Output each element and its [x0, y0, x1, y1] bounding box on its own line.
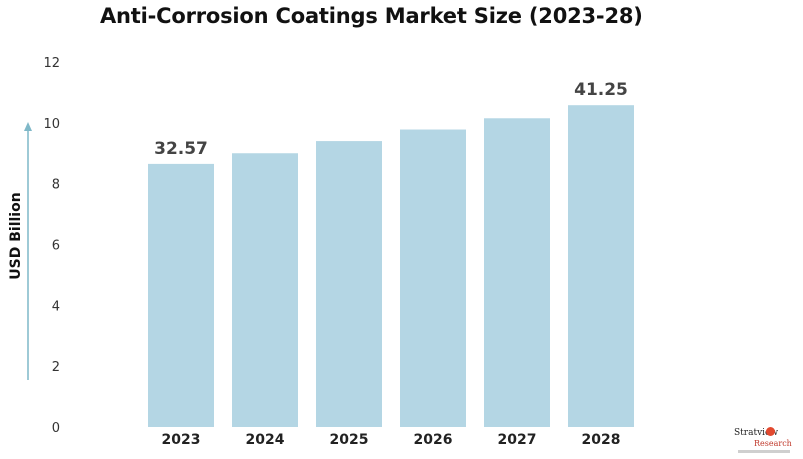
y-tick-label: 0 — [52, 421, 60, 436]
logo-name: Stratview — [734, 428, 779, 438]
bar-data-label: 32.57 — [154, 139, 208, 159]
bar — [568, 105, 634, 428]
y-axis-label: USD Billion — [8, 192, 24, 279]
y-axis-arrow-head — [24, 122, 32, 131]
y-tick-labels: 0 2 4 6 8 10 12 — [43, 56, 60, 436]
y-tick-label: 6 — [52, 239, 60, 254]
y-tick-label: 8 — [52, 178, 60, 193]
bars — [148, 105, 634, 428]
x-tick-label: 2023 — [162, 432, 201, 448]
y-tick-label: 12 — [43, 56, 60, 71]
stratview-logo: Stratview Research — [732, 426, 796, 458]
data-labels: 32.57 41.25 — [154, 80, 628, 159]
chart-title: Anti-Corrosion Coatings Market Size (202… — [100, 4, 643, 28]
y-axis: USD Billion — [8, 122, 32, 380]
x-tick-label: 2027 — [498, 432, 537, 448]
bar — [316, 141, 382, 428]
logo-sub: Research — [754, 439, 792, 448]
x-tick-label: 2024 — [246, 432, 285, 448]
bar-data-label: 41.25 — [574, 80, 628, 100]
x-tick-label: 2025 — [330, 432, 369, 448]
bar — [400, 129, 466, 427]
y-tick-label: 2 — [52, 360, 60, 375]
x-tick-labels: 2023 2024 2025 2026 2027 2028 — [162, 432, 621, 448]
logo-tagline — [738, 450, 790, 453]
target-icon — [766, 427, 775, 436]
bar — [484, 118, 550, 427]
y-tick-label: 10 — [43, 117, 60, 132]
bar — [232, 153, 298, 427]
bar — [148, 163, 214, 428]
x-tick-label: 2028 — [582, 432, 621, 448]
y-tick-label: 4 — [52, 299, 60, 314]
x-tick-label: 2026 — [414, 432, 453, 448]
